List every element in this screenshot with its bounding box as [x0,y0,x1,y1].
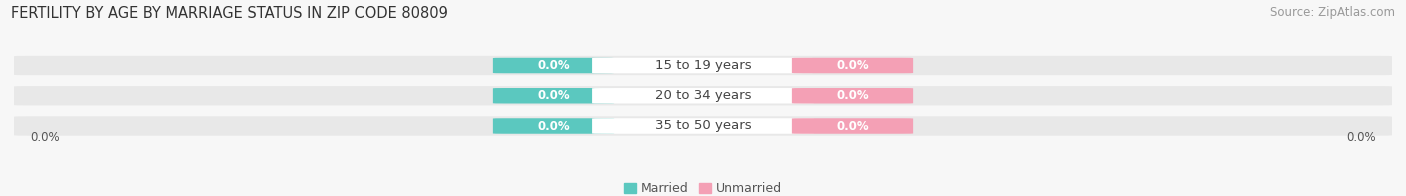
Text: 0.0%: 0.0% [537,59,569,72]
Text: 0.0%: 0.0% [837,89,869,102]
Text: Source: ZipAtlas.com: Source: ZipAtlas.com [1270,6,1395,19]
FancyBboxPatch shape [592,58,814,73]
FancyBboxPatch shape [494,118,614,134]
FancyBboxPatch shape [792,58,912,73]
FancyBboxPatch shape [494,88,614,103]
FancyBboxPatch shape [592,88,814,103]
FancyBboxPatch shape [494,58,614,73]
Text: 0.0%: 0.0% [31,131,60,144]
Text: FERTILITY BY AGE BY MARRIAGE STATUS IN ZIP CODE 80809: FERTILITY BY AGE BY MARRIAGE STATUS IN Z… [11,6,449,21]
FancyBboxPatch shape [14,116,1392,136]
Text: 0.0%: 0.0% [837,59,869,72]
Text: 15 to 19 years: 15 to 19 years [655,59,751,72]
Text: 20 to 34 years: 20 to 34 years [655,89,751,102]
Text: 0.0%: 0.0% [537,120,569,132]
FancyBboxPatch shape [592,118,814,134]
Text: 0.0%: 0.0% [537,89,569,102]
FancyBboxPatch shape [14,56,1392,75]
Legend: Married, Unmarried: Married, Unmarried [619,178,787,196]
Text: 0.0%: 0.0% [837,120,869,132]
Text: 35 to 50 years: 35 to 50 years [655,120,751,132]
FancyBboxPatch shape [792,118,912,134]
FancyBboxPatch shape [14,86,1392,105]
Text: 0.0%: 0.0% [1346,131,1375,144]
FancyBboxPatch shape [792,88,912,103]
